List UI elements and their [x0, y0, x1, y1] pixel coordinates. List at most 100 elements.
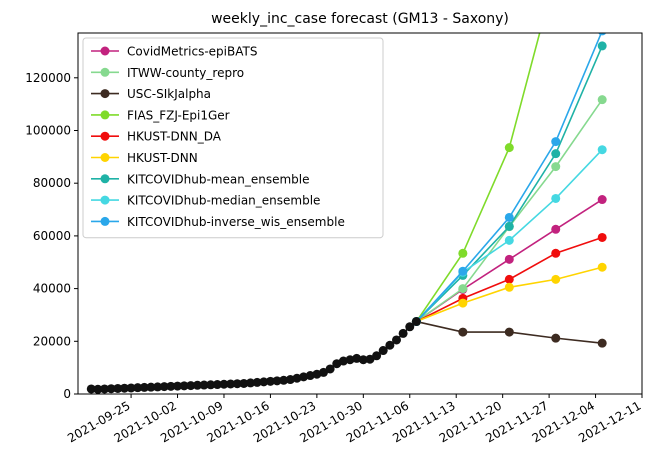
observed-marker	[319, 367, 329, 377]
forecast-marker	[551, 248, 561, 258]
legend-marker	[100, 153, 110, 162]
legend-box	[82, 37, 384, 239]
forecast-marker	[504, 143, 514, 153]
observed-marker	[113, 383, 123, 393]
legend-marker	[100, 110, 110, 120]
forecast-marker	[458, 284, 468, 294]
legend-label: ITWW-county_repro	[127, 66, 244, 80]
legend-label: KITCOVIDhub-median_ensemble	[127, 194, 320, 208]
observed-marker	[192, 380, 202, 390]
forecast-marker	[597, 232, 607, 242]
observed-marker	[219, 379, 229, 389]
observed-marker	[186, 381, 196, 391]
observed-marker	[86, 384, 96, 394]
forecast-marker	[458, 248, 468, 258]
observed-marker	[232, 379, 242, 389]
legend-marker	[100, 131, 110, 141]
observed-marker	[259, 377, 269, 387]
y-tick-label: 20000	[33, 334, 71, 348]
observed-marker	[126, 383, 136, 393]
observed-marker	[226, 379, 236, 389]
observed-marker	[246, 378, 256, 388]
legend-marker	[100, 174, 110, 184]
observed-marker	[133, 383, 143, 393]
plot-frame	[77, 32, 643, 395]
legend-marker	[100, 46, 110, 56]
observed-marker	[179, 381, 189, 391]
forecast-marker	[504, 254, 514, 264]
forecast-marker	[458, 327, 468, 337]
forecast-marker	[504, 274, 514, 284]
legend-label: HKUST-DNN_DA	[127, 130, 222, 144]
y-tick-label: 0	[63, 387, 71, 401]
forecast-marker	[504, 327, 514, 337]
observed-marker	[206, 380, 216, 390]
observed-marker	[279, 375, 289, 385]
observed-marker	[93, 384, 103, 394]
observed-marker	[106, 384, 116, 394]
y-tick-label: 120000	[25, 71, 71, 85]
observed-marker	[385, 340, 395, 350]
observed-marker	[212, 380, 222, 390]
observed-marker	[100, 384, 110, 394]
forecast-marker	[597, 41, 607, 51]
legend-label: FIAS_FZJ-Epi1Ger	[127, 108, 230, 122]
forecast-marker	[597, 262, 607, 272]
observed-marker	[325, 364, 335, 374]
y-tick-label: 80000	[33, 176, 71, 190]
forecast-marker	[551, 137, 561, 147]
legend-label: KITCOVIDhub-inverse_wis_ensemble	[127, 215, 345, 229]
forecast-marker	[504, 282, 514, 292]
forecast-marker	[504, 212, 514, 222]
forecast-marker	[504, 221, 514, 231]
forecast-marker	[458, 298, 468, 308]
chart-title: weekly_inc_case forecast (GM13 - Saxony)	[211, 11, 509, 27]
legend-marker	[100, 216, 110, 226]
legend-label: CovidMetrics-epiBATS	[127, 45, 257, 59]
observed-marker	[199, 380, 209, 390]
observed-marker	[153, 382, 163, 392]
observed-marker	[378, 346, 388, 356]
forecast-marker	[598, 33, 607, 36]
observed-marker	[139, 382, 149, 392]
forecast-marker	[597, 145, 607, 155]
observed-marker	[265, 376, 275, 386]
plot-area	[86, 33, 607, 394]
observed-marker	[405, 322, 415, 332]
forecast-marker	[597, 95, 607, 105]
forecast-marker	[504, 235, 514, 245]
forecast-marker	[551, 274, 561, 284]
forecast-marker	[551, 162, 561, 172]
forecast-marker	[551, 193, 561, 203]
observed-marker	[239, 378, 249, 388]
y-tick-label: 60000	[33, 229, 71, 243]
observed-marker	[146, 382, 156, 392]
legend-label: KITCOVIDhub-mean_ensemble	[127, 172, 309, 186]
observed-marker	[252, 377, 262, 387]
observed-marker	[411, 317, 421, 327]
forecast-line	[415, 33, 541, 322]
y-tick-label: 100000	[25, 123, 71, 137]
y-tick-label: 40000	[33, 282, 71, 296]
legend-marker	[100, 67, 110, 77]
observed-marker	[391, 335, 401, 345]
forecast-marker	[597, 338, 607, 348]
forecast-marker	[551, 224, 561, 234]
observed-marker	[372, 351, 382, 361]
observed-marker	[173, 381, 183, 391]
observed-marker	[166, 381, 176, 391]
forecast-marker	[551, 149, 561, 159]
observed-marker	[398, 328, 408, 338]
forecast-marker	[458, 266, 468, 276]
legend-marker	[100, 89, 110, 99]
observed-marker	[358, 355, 368, 365]
legend-label: HKUST-DNN	[127, 151, 198, 165]
observed-marker	[159, 382, 169, 392]
legend-label: USC-SIkJalpha	[127, 87, 211, 101]
forecast-marker	[597, 195, 607, 205]
observed-marker	[272, 376, 282, 386]
legend-marker	[100, 195, 110, 205]
forecast-line	[415, 149, 603, 323]
forecast-marker	[551, 333, 561, 343]
